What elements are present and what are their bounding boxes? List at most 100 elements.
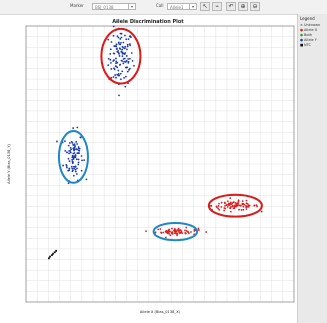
allele-y-point [74, 168, 77, 171]
allele-y-point [117, 36, 120, 39]
allele-y-point [81, 159, 83, 162]
scatter-chart[interactable]: Allele Discrimination Plot Allele X (Bia… [0, 14, 297, 323]
allele-x-point [247, 205, 250, 208]
allele-y-point [75, 158, 78, 161]
allele-y-point [72, 156, 75, 159]
allele-y-point [72, 144, 75, 146]
allele-y-point [78, 147, 81, 150]
allele-y-point [128, 57, 131, 60]
legend-item-label: Allele Y [304, 38, 317, 42]
allele-x-point [233, 207, 236, 210]
zoom-out-button[interactable]: ⊖ [250, 2, 260, 11]
allele-x-point [229, 210, 232, 213]
allele-x-point [162, 231, 165, 234]
allele-x-point [176, 229, 179, 231]
marker-label: Marker [70, 3, 84, 8]
allele-x-point [160, 231, 162, 234]
allele-x-point [233, 206, 236, 208]
allele-x-point [171, 227, 173, 230]
allele-y-point [71, 156, 74, 159]
blue-cluster-ellipse [57, 129, 89, 184]
allele-y-point [124, 75, 127, 78]
grid [26, 26, 294, 302]
allele-y-point [112, 76, 115, 78]
ntc-point [47, 257, 50, 260]
allele-x-point [245, 199, 248, 202]
allele-x-point [164, 236, 167, 239]
allele-x-point [220, 206, 223, 208]
lasso-tool-button[interactable]: ⌁ [212, 2, 222, 11]
allele-y-point [121, 70, 124, 73]
allele-y-point [127, 58, 130, 60]
allele-y-point [80, 169, 83, 172]
allele-y-point [116, 61, 119, 64]
cluster-highlights [57, 27, 263, 242]
allele-x-point [175, 232, 178, 235]
allele-y-point [124, 34, 126, 37]
allele-y-point [118, 74, 121, 77]
allele-x-point [184, 229, 186, 232]
allele-y-point [67, 144, 70, 147]
marker-select[interactable]: BSJ_0138 ▾ [92, 3, 136, 10]
allele-y-point [126, 66, 129, 69]
allele-x-point [224, 205, 226, 207]
zoom-in-button[interactable]: ⊕ [238, 2, 248, 11]
allele-x-point [234, 201, 237, 204]
allele-y-point [109, 58, 112, 61]
allele-x-point [185, 226, 188, 229]
allele-y-point [70, 165, 73, 168]
undo-tool-button[interactable]: ↶ [226, 2, 236, 11]
allele-y-point [76, 152, 79, 155]
allele-y-point [67, 182, 70, 185]
allele-y-point [127, 38, 130, 41]
allele-x-point [229, 202, 232, 205]
allele-y-point [117, 72, 120, 75]
allele-y-point [126, 45, 129, 48]
allele-y-point [120, 59, 123, 62]
chevron-down-icon: ▾ [128, 4, 135, 9]
allele-x-point [179, 229, 182, 231]
allele-y-point [119, 63, 122, 66]
allele-y-point [70, 148, 73, 151]
allele-y-point [121, 48, 124, 51]
allele-x-point [242, 208, 245, 211]
chevron-down-icon: ▾ [189, 4, 196, 9]
allele-x-point [234, 205, 237, 208]
allele-y-point [118, 55, 121, 57]
allele-x-point [239, 204, 242, 207]
allele-x-point [229, 197, 232, 200]
allele-x-point [190, 231, 192, 233]
plot-area-border [25, 25, 295, 303]
allele-y-point [69, 146, 72, 149]
allele-y-point [119, 43, 122, 46]
allele-y-point [119, 38, 122, 40]
allele-y-point [119, 78, 122, 81]
allele-y-point [74, 170, 77, 173]
allele-y-point [79, 136, 82, 139]
pointer-tool-button[interactable]: ↖ [200, 2, 210, 11]
ntc-point [49, 255, 51, 258]
allele-y-point [125, 66, 127, 69]
allele-x-point [240, 209, 243, 211]
ntc-point [55, 249, 58, 252]
allele-x-point [230, 205, 232, 208]
allele-x-point [238, 204, 241, 207]
allele-x-point [245, 208, 248, 210]
allele-y-point [78, 152, 80, 154]
allele-y-point [125, 55, 128, 57]
allele-y-point [77, 161, 80, 164]
allele-x-point [238, 208, 241, 211]
allele-y-point [112, 25, 115, 28]
allele-y-point [72, 127, 75, 129]
allele-x-point [226, 206, 229, 208]
call-select[interactable]: Allele1 ▾ [167, 3, 197, 10]
allele-y-point [115, 57, 117, 60]
allele-y-point [112, 34, 115, 37]
legend-item: ●Allele Y [300, 38, 317, 42]
allele-y-point [107, 64, 110, 67]
allele-y-point [126, 48, 128, 51]
allele-y-point [115, 43, 118, 46]
allele-y-point [72, 161, 74, 164]
allele-y-point [113, 59, 115, 61]
allele-y-point [65, 164, 68, 166]
